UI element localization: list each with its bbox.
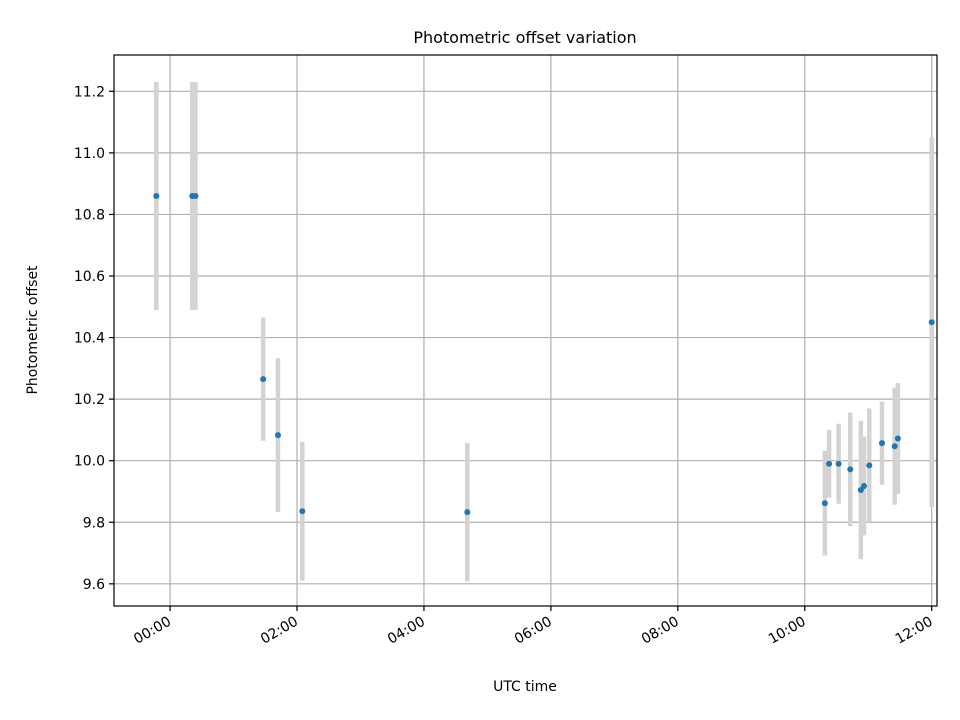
y-tick-label: 11.2 <box>74 84 105 100</box>
data-point <box>192 192 199 199</box>
y-tick-label: 10.8 <box>74 207 105 223</box>
y-tick-label: 9.6 <box>83 577 105 593</box>
data-point <box>826 460 833 467</box>
data-point <box>464 509 471 516</box>
data-point <box>274 432 281 439</box>
y-axis-label: Photometric offset <box>25 265 41 395</box>
x-axis-label: UTC time <box>493 679 557 695</box>
y-tick-label: 10.6 <box>74 269 105 285</box>
y-tick-label: 10.2 <box>74 392 105 408</box>
data-point <box>821 500 828 507</box>
data-point <box>153 192 160 199</box>
chart-title: Photometric offset variation <box>413 28 636 47</box>
data-points <box>153 192 935 516</box>
grid-lines <box>114 55 937 606</box>
data-point <box>835 460 842 467</box>
data-point <box>847 466 854 473</box>
y-tick-label: 10.4 <box>74 331 105 347</box>
data-point <box>299 508 306 515</box>
plot-frame <box>113 54 938 607</box>
y-tick-label: 9.8 <box>83 515 105 531</box>
data-point <box>894 435 901 442</box>
data-point <box>891 443 898 450</box>
y-tick-label: 11.0 <box>74 146 105 162</box>
data-point <box>260 376 267 383</box>
y-axis-ticks: 9.6 9.8 10.0 10.2 10.4 10.6 10.8 11.0 11.2 <box>74 84 114 593</box>
data-point <box>861 482 868 489</box>
data-point <box>866 462 873 469</box>
y-tick-label: 10.0 <box>74 454 105 470</box>
data-point <box>857 486 864 493</box>
data-point <box>878 440 885 447</box>
data-point <box>928 319 935 326</box>
